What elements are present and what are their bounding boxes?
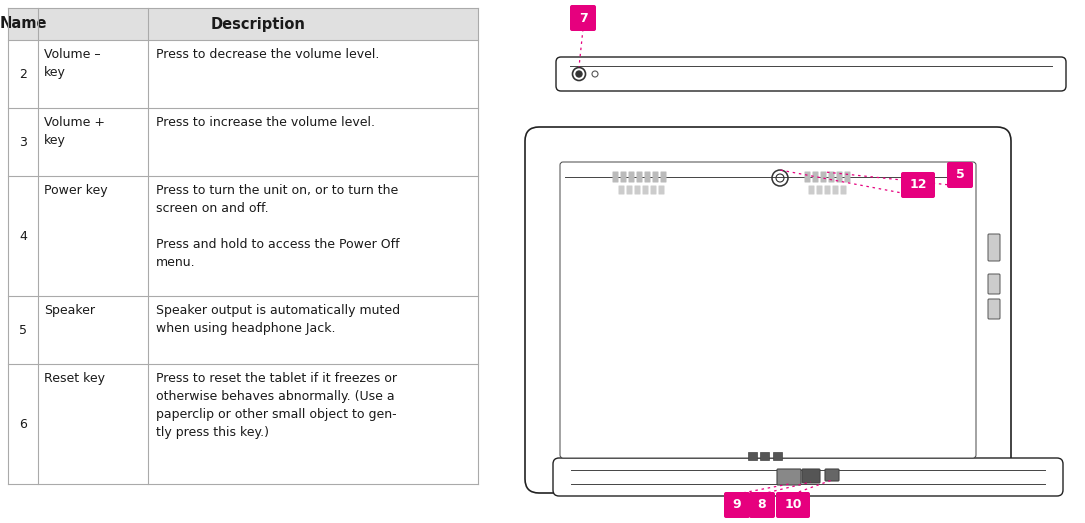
FancyBboxPatch shape [817, 186, 822, 195]
FancyBboxPatch shape [829, 172, 834, 183]
Text: 7: 7 [578, 12, 587, 25]
FancyBboxPatch shape [988, 274, 1000, 294]
FancyBboxPatch shape [808, 186, 815, 195]
FancyBboxPatch shape [525, 127, 1011, 493]
FancyBboxPatch shape [749, 492, 775, 518]
FancyBboxPatch shape [777, 469, 801, 485]
FancyBboxPatch shape [804, 172, 810, 183]
FancyBboxPatch shape [776, 492, 810, 518]
Text: Power key: Power key [44, 184, 107, 197]
Text: 5: 5 [956, 168, 965, 181]
FancyBboxPatch shape [618, 186, 625, 195]
FancyBboxPatch shape [841, 186, 846, 195]
FancyBboxPatch shape [825, 186, 830, 195]
FancyBboxPatch shape [652, 172, 659, 183]
Text: Speaker output is automatically muted
when using headphone Jack.: Speaker output is automatically muted wh… [156, 304, 400, 335]
Text: Press to increase the volume level.: Press to increase the volume level. [156, 116, 375, 129]
FancyBboxPatch shape [947, 162, 973, 188]
Text: 6: 6 [20, 417, 27, 430]
FancyBboxPatch shape [628, 172, 635, 183]
Text: Volume –
key: Volume – key [44, 48, 101, 79]
Text: 8: 8 [757, 498, 766, 511]
FancyBboxPatch shape [832, 186, 839, 195]
FancyBboxPatch shape [613, 172, 618, 183]
Text: 3: 3 [20, 135, 27, 149]
FancyBboxPatch shape [773, 452, 782, 460]
FancyBboxPatch shape [802, 469, 820, 483]
Text: Press to reset the tablet if it freezes or
otherwise behaves abnormally. (Use a
: Press to reset the tablet if it freezes … [156, 372, 397, 439]
FancyBboxPatch shape [988, 299, 1000, 319]
FancyBboxPatch shape [724, 492, 750, 518]
FancyBboxPatch shape [837, 172, 842, 183]
FancyBboxPatch shape [553, 458, 1063, 496]
FancyBboxPatch shape [556, 57, 1065, 91]
Bar [8, 8, 478, 40]
Circle shape [576, 71, 582, 77]
Text: Description: Description [210, 17, 306, 31]
Text: 2: 2 [20, 67, 27, 81]
FancyBboxPatch shape [825, 469, 839, 481]
FancyBboxPatch shape [644, 172, 651, 183]
Text: Press to turn the unit on, or to turn the
screen on and off.

Press and hold to : Press to turn the unit on, or to turn th… [156, 184, 399, 269]
FancyBboxPatch shape [626, 186, 633, 195]
FancyBboxPatch shape [661, 172, 666, 183]
FancyBboxPatch shape [659, 186, 664, 195]
FancyBboxPatch shape [642, 186, 649, 195]
Text: 10: 10 [784, 498, 802, 511]
FancyBboxPatch shape [813, 172, 818, 183]
Text: Press to decrease the volume level.: Press to decrease the volume level. [156, 48, 380, 61]
FancyBboxPatch shape [748, 452, 757, 460]
FancyBboxPatch shape [988, 234, 1000, 261]
FancyBboxPatch shape [820, 172, 827, 183]
FancyBboxPatch shape [635, 186, 640, 195]
Text: 12: 12 [909, 178, 927, 191]
Text: 9: 9 [732, 498, 741, 511]
FancyBboxPatch shape [651, 186, 656, 195]
Text: 5: 5 [20, 324, 27, 336]
FancyBboxPatch shape [570, 5, 596, 31]
Text: Volume +
key: Volume + key [44, 116, 105, 147]
FancyBboxPatch shape [844, 172, 851, 183]
FancyBboxPatch shape [760, 452, 769, 460]
Text: Reset key: Reset key [44, 372, 105, 385]
FancyBboxPatch shape [621, 172, 626, 183]
Text: Name: Name [0, 17, 47, 31]
FancyBboxPatch shape [637, 172, 642, 183]
FancyBboxPatch shape [901, 172, 935, 198]
Text: 4: 4 [20, 230, 27, 243]
FancyBboxPatch shape [560, 162, 976, 458]
Text: Speaker: Speaker [44, 304, 95, 317]
